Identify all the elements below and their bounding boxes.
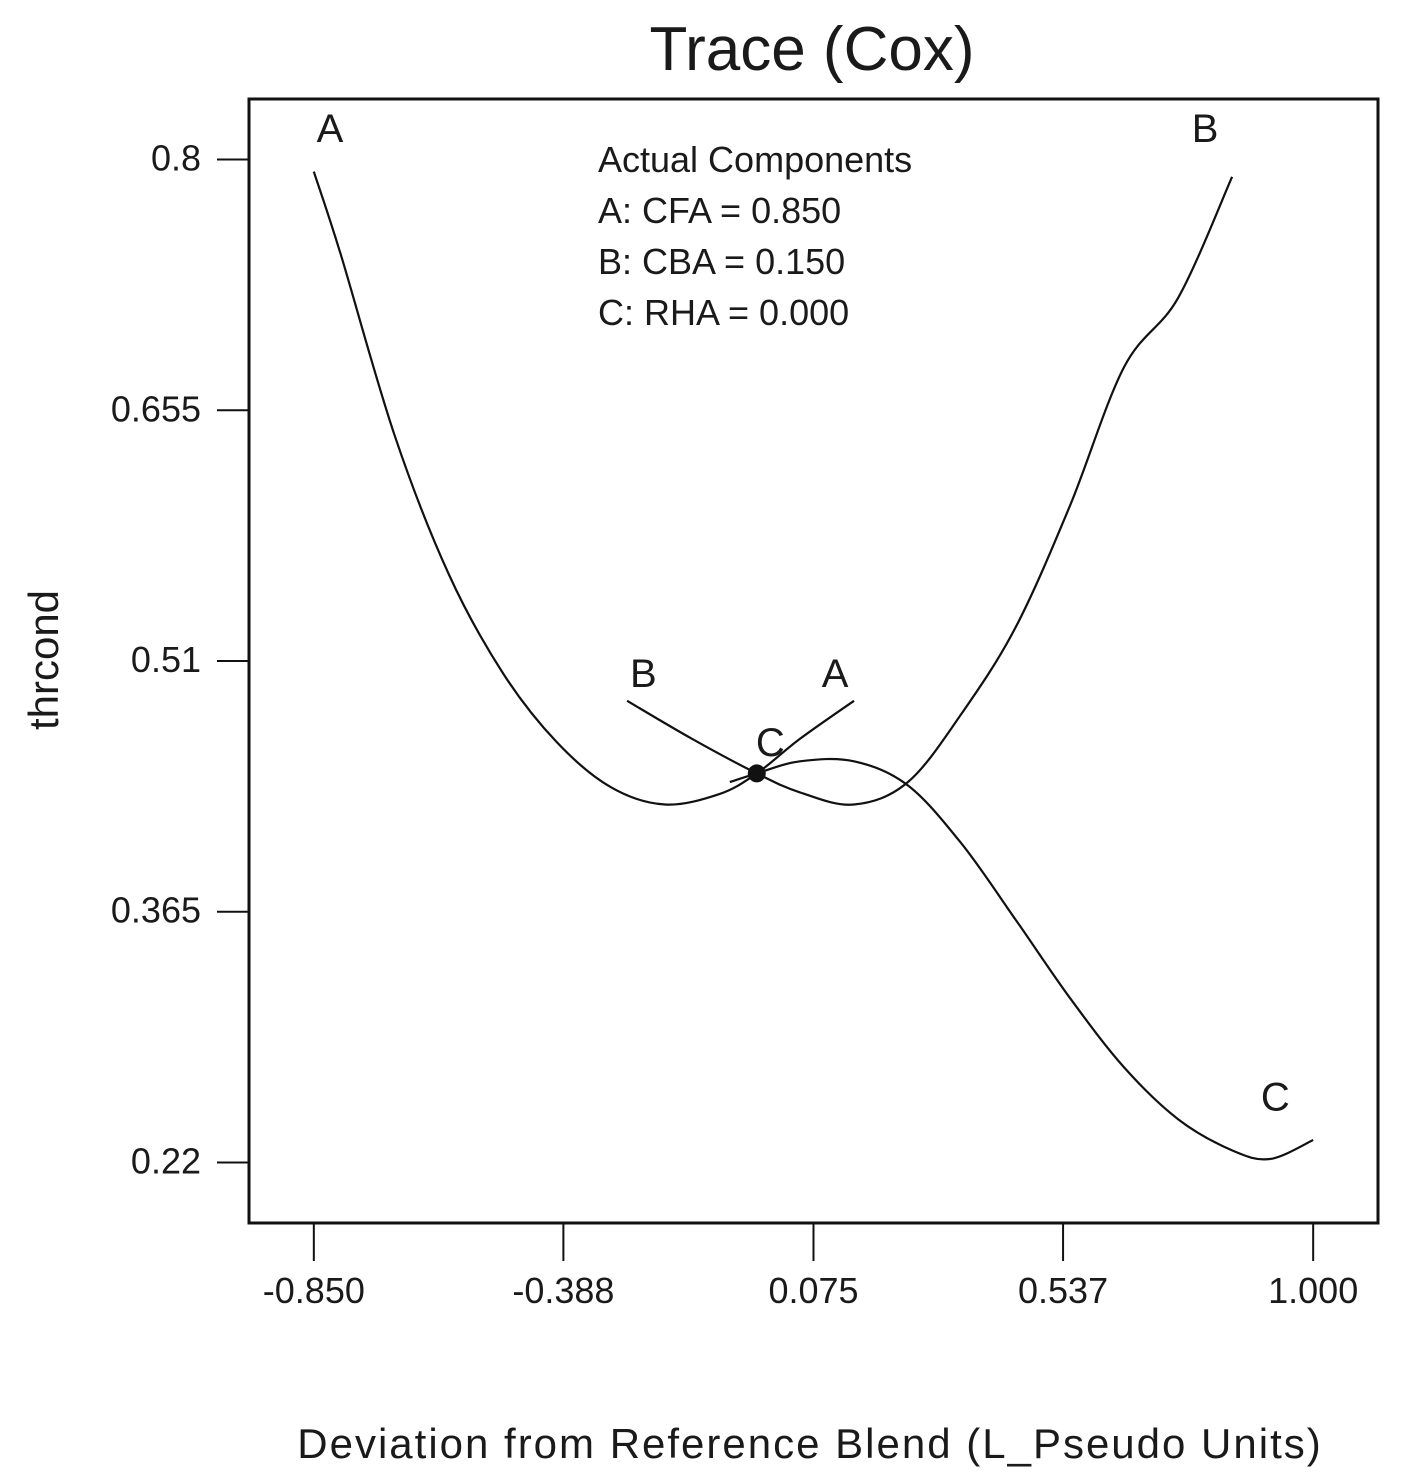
- x-axis: -0.850 -0.388 0.075 0.537 1.000: [263, 1223, 1358, 1311]
- curve-labels: A BB ACC: [317, 107, 1290, 1119]
- legend-title: Actual Components: [598, 139, 912, 180]
- legend-entry: A: CFA = 0.850: [598, 190, 841, 231]
- y-axis-label: thrcond: [20, 590, 67, 730]
- x-tick-label: -0.388: [512, 1270, 614, 1311]
- y-tick-label: 0.8: [151, 138, 201, 179]
- y-tick-label: 0.51: [131, 639, 201, 680]
- x-tick-label: -0.850: [263, 1270, 365, 1311]
- y-tick-label: 0.655: [111, 388, 201, 429]
- series-line-c: [729, 757, 1314, 1161]
- curve-label: C: [756, 721, 785, 765]
- series-layer: [312, 171, 1314, 1161]
- x-tick-label: 0.075: [768, 1270, 858, 1311]
- curve-label: B: [1192, 107, 1219, 151]
- legend-entry: C: RHA = 0.000: [598, 292, 849, 333]
- x-axis-label: Deviation from Reference Blend (L_Pseudo…: [297, 1420, 1322, 1467]
- chart-title: Trace (Cox): [650, 15, 975, 84]
- legend: Actual Components A: CFA = 0.850 B: CBA = …: [598, 139, 912, 333]
- curve-label: B: [630, 652, 657, 696]
- legend-entry: B: CBA = 0.150: [598, 241, 845, 282]
- curve-label: A: [822, 652, 849, 696]
- x-tick-label: 0.537: [1018, 1270, 1108, 1311]
- y-tick-label: 0.22: [131, 1140, 201, 1181]
- y-tick-label: 0.365: [111, 890, 201, 931]
- y-axis: 0.22 0.365 0.51 0.655 0.8: [111, 138, 249, 1181]
- reference-point: [747, 764, 766, 783]
- curve-label: A: [317, 107, 344, 151]
- curve-label: C: [1261, 1076, 1290, 1120]
- x-tick-label: 1.000: [1268, 1270, 1358, 1311]
